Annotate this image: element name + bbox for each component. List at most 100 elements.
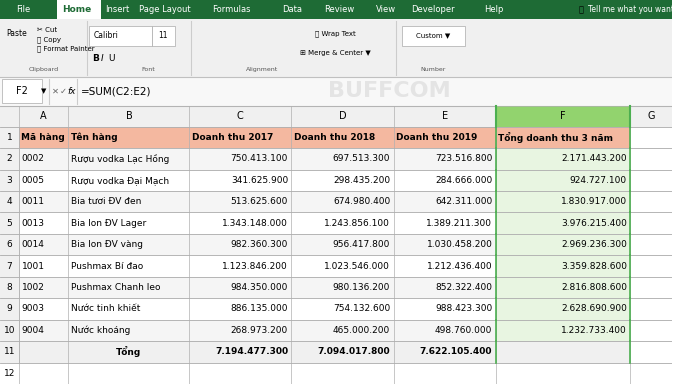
FancyBboxPatch shape bbox=[0, 255, 19, 277]
Text: 📋 Copy: 📋 Copy bbox=[37, 36, 61, 43]
Text: 754.132.600: 754.132.600 bbox=[333, 305, 390, 313]
Text: Review: Review bbox=[324, 5, 354, 14]
FancyBboxPatch shape bbox=[0, 191, 19, 212]
FancyBboxPatch shape bbox=[19, 127, 69, 148]
FancyBboxPatch shape bbox=[189, 234, 291, 255]
FancyBboxPatch shape bbox=[69, 148, 189, 170]
Text: 1.023.546.000: 1.023.546.000 bbox=[324, 262, 390, 271]
FancyBboxPatch shape bbox=[189, 191, 291, 212]
Text: Tên hàng: Tên hàng bbox=[71, 133, 118, 142]
FancyBboxPatch shape bbox=[496, 127, 630, 148]
FancyBboxPatch shape bbox=[0, 234, 19, 255]
Text: 0011: 0011 bbox=[22, 197, 45, 206]
Text: 723.516.800: 723.516.800 bbox=[435, 154, 492, 163]
Text: 12: 12 bbox=[4, 369, 15, 378]
FancyBboxPatch shape bbox=[496, 148, 630, 170]
Text: 341.625.900: 341.625.900 bbox=[231, 176, 288, 185]
Text: Mã hàng: Mã hàng bbox=[22, 133, 65, 142]
Text: Alignment: Alignment bbox=[246, 67, 278, 73]
Text: 988.423.300: 988.423.300 bbox=[435, 305, 492, 313]
FancyBboxPatch shape bbox=[0, 106, 672, 127]
Text: 1.212.436.400: 1.212.436.400 bbox=[427, 262, 492, 271]
Text: 2.628.690.900: 2.628.690.900 bbox=[561, 305, 627, 313]
Text: 9: 9 bbox=[6, 305, 13, 313]
Text: 7: 7 bbox=[6, 262, 13, 271]
FancyBboxPatch shape bbox=[189, 127, 291, 148]
FancyBboxPatch shape bbox=[496, 106, 630, 127]
FancyBboxPatch shape bbox=[19, 170, 69, 191]
FancyBboxPatch shape bbox=[0, 298, 19, 319]
Text: I: I bbox=[101, 54, 104, 63]
Text: 0013: 0013 bbox=[22, 219, 45, 228]
Text: 982.360.300: 982.360.300 bbox=[231, 240, 288, 249]
FancyBboxPatch shape bbox=[496, 212, 630, 234]
FancyBboxPatch shape bbox=[393, 212, 496, 234]
Text: 8: 8 bbox=[6, 283, 13, 292]
Text: Pushmax Chanh leo: Pushmax Chanh leo bbox=[71, 283, 161, 292]
FancyBboxPatch shape bbox=[19, 212, 69, 234]
FancyBboxPatch shape bbox=[189, 319, 291, 341]
Text: Font: Font bbox=[141, 67, 155, 73]
Text: Custom ▼: Custom ▼ bbox=[416, 32, 450, 38]
Text: Number: Number bbox=[421, 67, 446, 73]
FancyBboxPatch shape bbox=[19, 148, 69, 170]
Text: 0014: 0014 bbox=[22, 240, 44, 249]
FancyBboxPatch shape bbox=[291, 298, 393, 319]
Text: 284.666.000: 284.666.000 bbox=[435, 176, 492, 185]
Text: 2: 2 bbox=[6, 154, 12, 163]
FancyBboxPatch shape bbox=[19, 319, 69, 341]
FancyBboxPatch shape bbox=[291, 234, 393, 255]
Text: 1002: 1002 bbox=[22, 283, 44, 292]
Text: 1.243.856.100: 1.243.856.100 bbox=[324, 219, 390, 228]
Text: 924.727.100: 924.727.100 bbox=[570, 176, 627, 185]
Text: C: C bbox=[237, 111, 244, 121]
FancyBboxPatch shape bbox=[69, 277, 189, 298]
Text: U: U bbox=[108, 54, 115, 63]
FancyBboxPatch shape bbox=[0, 362, 672, 384]
FancyBboxPatch shape bbox=[69, 234, 189, 255]
FancyBboxPatch shape bbox=[189, 255, 291, 277]
Text: G: G bbox=[648, 111, 654, 121]
Text: 2.969.236.300: 2.969.236.300 bbox=[561, 240, 627, 249]
FancyBboxPatch shape bbox=[496, 170, 630, 191]
FancyBboxPatch shape bbox=[496, 319, 630, 341]
Text: Tell me what you want to: Tell me what you want to bbox=[588, 5, 684, 14]
FancyBboxPatch shape bbox=[57, 0, 101, 19]
Text: Bia lon ĐV vàng: Bia lon ĐV vàng bbox=[71, 240, 144, 249]
Text: 642.311.000: 642.311.000 bbox=[435, 197, 492, 206]
Text: E: E bbox=[442, 111, 448, 121]
FancyBboxPatch shape bbox=[291, 191, 393, 212]
Text: 4: 4 bbox=[6, 197, 12, 206]
FancyBboxPatch shape bbox=[0, 341, 19, 362]
FancyBboxPatch shape bbox=[0, 0, 672, 19]
FancyBboxPatch shape bbox=[402, 26, 465, 46]
FancyBboxPatch shape bbox=[19, 234, 69, 255]
Text: 465.000.200: 465.000.200 bbox=[333, 326, 390, 335]
FancyBboxPatch shape bbox=[19, 255, 69, 277]
Text: 9004: 9004 bbox=[22, 326, 44, 335]
Text: Insert: Insert bbox=[106, 5, 130, 14]
FancyBboxPatch shape bbox=[152, 26, 174, 46]
FancyBboxPatch shape bbox=[69, 191, 189, 212]
Text: ⮐ Wrap Text: ⮐ Wrap Text bbox=[316, 30, 356, 37]
FancyBboxPatch shape bbox=[496, 255, 630, 277]
FancyBboxPatch shape bbox=[69, 212, 189, 234]
FancyBboxPatch shape bbox=[19, 277, 69, 298]
FancyBboxPatch shape bbox=[393, 277, 496, 298]
FancyBboxPatch shape bbox=[496, 277, 630, 298]
FancyBboxPatch shape bbox=[0, 77, 672, 106]
FancyBboxPatch shape bbox=[90, 26, 153, 46]
Text: 1.389.211.300: 1.389.211.300 bbox=[426, 219, 492, 228]
FancyBboxPatch shape bbox=[189, 148, 291, 170]
Text: 513.625.600: 513.625.600 bbox=[231, 197, 288, 206]
Text: 1001: 1001 bbox=[22, 262, 45, 271]
Text: 3: 3 bbox=[6, 176, 13, 185]
FancyBboxPatch shape bbox=[69, 298, 189, 319]
Text: F: F bbox=[560, 111, 566, 121]
FancyBboxPatch shape bbox=[0, 212, 19, 234]
Text: 💡: 💡 bbox=[578, 5, 584, 14]
FancyBboxPatch shape bbox=[0, 0, 672, 77]
Text: 7.622.105.400: 7.622.105.400 bbox=[420, 348, 492, 356]
Text: 3.359.828.600: 3.359.828.600 bbox=[561, 262, 627, 271]
Text: B: B bbox=[125, 111, 132, 121]
